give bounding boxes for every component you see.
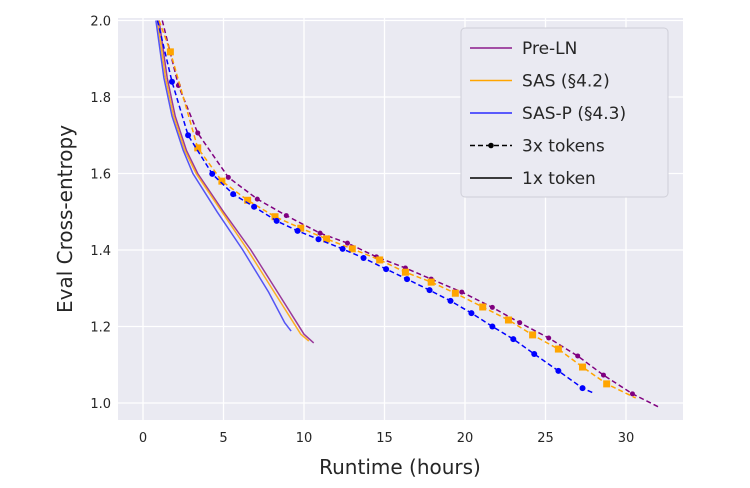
legend-item: 1x token: [470, 169, 596, 189]
data-point-sas-3x: [271, 213, 279, 221]
data-point-sas-p-3x: [383, 266, 390, 273]
data-point-sas-3x: [504, 316, 512, 324]
data-point-sas-p-3x: [360, 255, 367, 262]
data-point-pre-ln-3x: [225, 174, 231, 180]
x-axis-label: Runtime (hours): [319, 455, 481, 479]
data-point-pre-ln-3x: [517, 320, 523, 326]
data-point-sas-p-3x: [339, 245, 346, 252]
data-point-sas-3x: [194, 144, 202, 152]
y-tick-label: 2.0: [90, 15, 111, 30]
data-point-pre-ln-3x: [489, 304, 495, 310]
data-point-sas-p-3x: [251, 203, 258, 210]
legend-item: Pre-LN: [470, 39, 577, 59]
series-line-sas-p-3x: [156, 20, 595, 394]
tick-labels: 0 5 10 15 20 25 30 1.0 1.2 1.4 1.6 1.8 2.0: [90, 15, 634, 447]
data-point-sas-3x: [323, 235, 331, 243]
data-point-sas-3x: [376, 256, 384, 264]
data-point-pre-ln-3x: [344, 240, 350, 246]
legend-label: SAS-P (§4.3): [522, 104, 626, 124]
data-point-pre-ln-3x: [195, 130, 201, 136]
data-point-sas-3x: [218, 177, 226, 185]
legend-label: 3x tokens: [522, 137, 605, 157]
data-point-pre-ln-3x: [600, 372, 606, 378]
legend: Pre-LN SAS (§4.2) SAS-P (§4.3) 3x tokens 1x …: [460, 27, 669, 198]
series-line-sas-1x: [156, 20, 310, 342]
x-tick-label: 30: [618, 431, 635, 446]
data-point-sas-p-3x: [531, 351, 538, 358]
data-point-pre-ln-3x: [459, 289, 465, 295]
series-line-sas-3x: [158, 20, 637, 399]
series-line-sas-p-1x: [155, 20, 292, 332]
data-point-pre-ln-3x: [629, 391, 635, 397]
data-point-sas-3x: [451, 289, 459, 297]
y-tick-label: 1.2: [90, 321, 111, 336]
x-tick-label: 20: [457, 431, 474, 446]
y-tick-label: 1.8: [90, 91, 111, 106]
data-point-pre-ln-3x: [546, 335, 552, 341]
data-point-pre-ln-3x: [254, 196, 260, 202]
legend-marker: [488, 142, 494, 149]
data-point-sas-p-3x: [489, 323, 496, 330]
y-axis-label: Eval Cross-entropy: [53, 125, 77, 313]
data-point-sas-p-3x: [185, 132, 192, 139]
data-point-sas-p-3x: [230, 191, 237, 198]
legend-item: 3x tokens: [470, 137, 605, 157]
legend-label: 1x token: [522, 169, 596, 189]
data-point-pre-ln-3x: [283, 213, 289, 219]
y-tick-label: 1.0: [90, 397, 111, 412]
data-point-sas-3x: [479, 303, 487, 311]
data-point-sas-3x: [603, 380, 611, 388]
y-tick-label: 1.4: [90, 244, 111, 259]
data-point-sas-p-3x: [294, 227, 301, 234]
data-point-sas-p-3x: [447, 297, 454, 304]
legend-item: SAS-P (§4.3): [470, 104, 626, 124]
data-point-sas-3x: [348, 245, 356, 253]
data-point-sas-3x: [427, 278, 435, 286]
data-point-sas-p-3x: [273, 217, 280, 224]
data-point-pre-ln-3x: [575, 353, 581, 359]
data-point-sas-p-3x: [468, 310, 475, 317]
data-point-sas-p-3x: [555, 367, 562, 374]
y-tick-label: 1.6: [90, 168, 111, 183]
data-point-sas-3x: [297, 224, 305, 232]
data-point-sas-3x: [401, 268, 409, 276]
data-point-pre-ln-3x: [317, 230, 323, 236]
legend-label: Pre-LN: [522, 39, 577, 59]
data-point-sas-p-3x: [209, 170, 216, 177]
x-tick-label: 15: [376, 431, 393, 446]
data-point-sas-3x: [529, 331, 537, 339]
data-point-sas-p-3x: [404, 276, 411, 283]
data-point-sas-3x: [554, 345, 562, 353]
data-point-sas-3x: [166, 48, 174, 56]
series-group: [155, 20, 659, 408]
legend-label: SAS (§4.2): [522, 72, 610, 92]
data-point-sas-p-3x: [426, 287, 433, 294]
x-tick-label: 0: [139, 431, 147, 446]
legend-box: [460, 27, 669, 198]
data-point-sas-p-3x: [315, 236, 322, 243]
data-point-sas-3x: [244, 196, 252, 204]
x-tick-label: 5: [219, 431, 227, 446]
x-tick-label: 25: [537, 431, 554, 446]
series-line-pre-ln-1x: [158, 20, 315, 344]
data-point-sas-p-3x: [579, 385, 586, 392]
data-point-sas-3x: [579, 363, 587, 371]
legend-item: SAS (§4.2): [470, 72, 610, 92]
data-point-sas-p-3x: [510, 336, 517, 343]
data-point-sas-p-3x: [168, 78, 175, 85]
x-tick-label: 10: [296, 431, 313, 446]
